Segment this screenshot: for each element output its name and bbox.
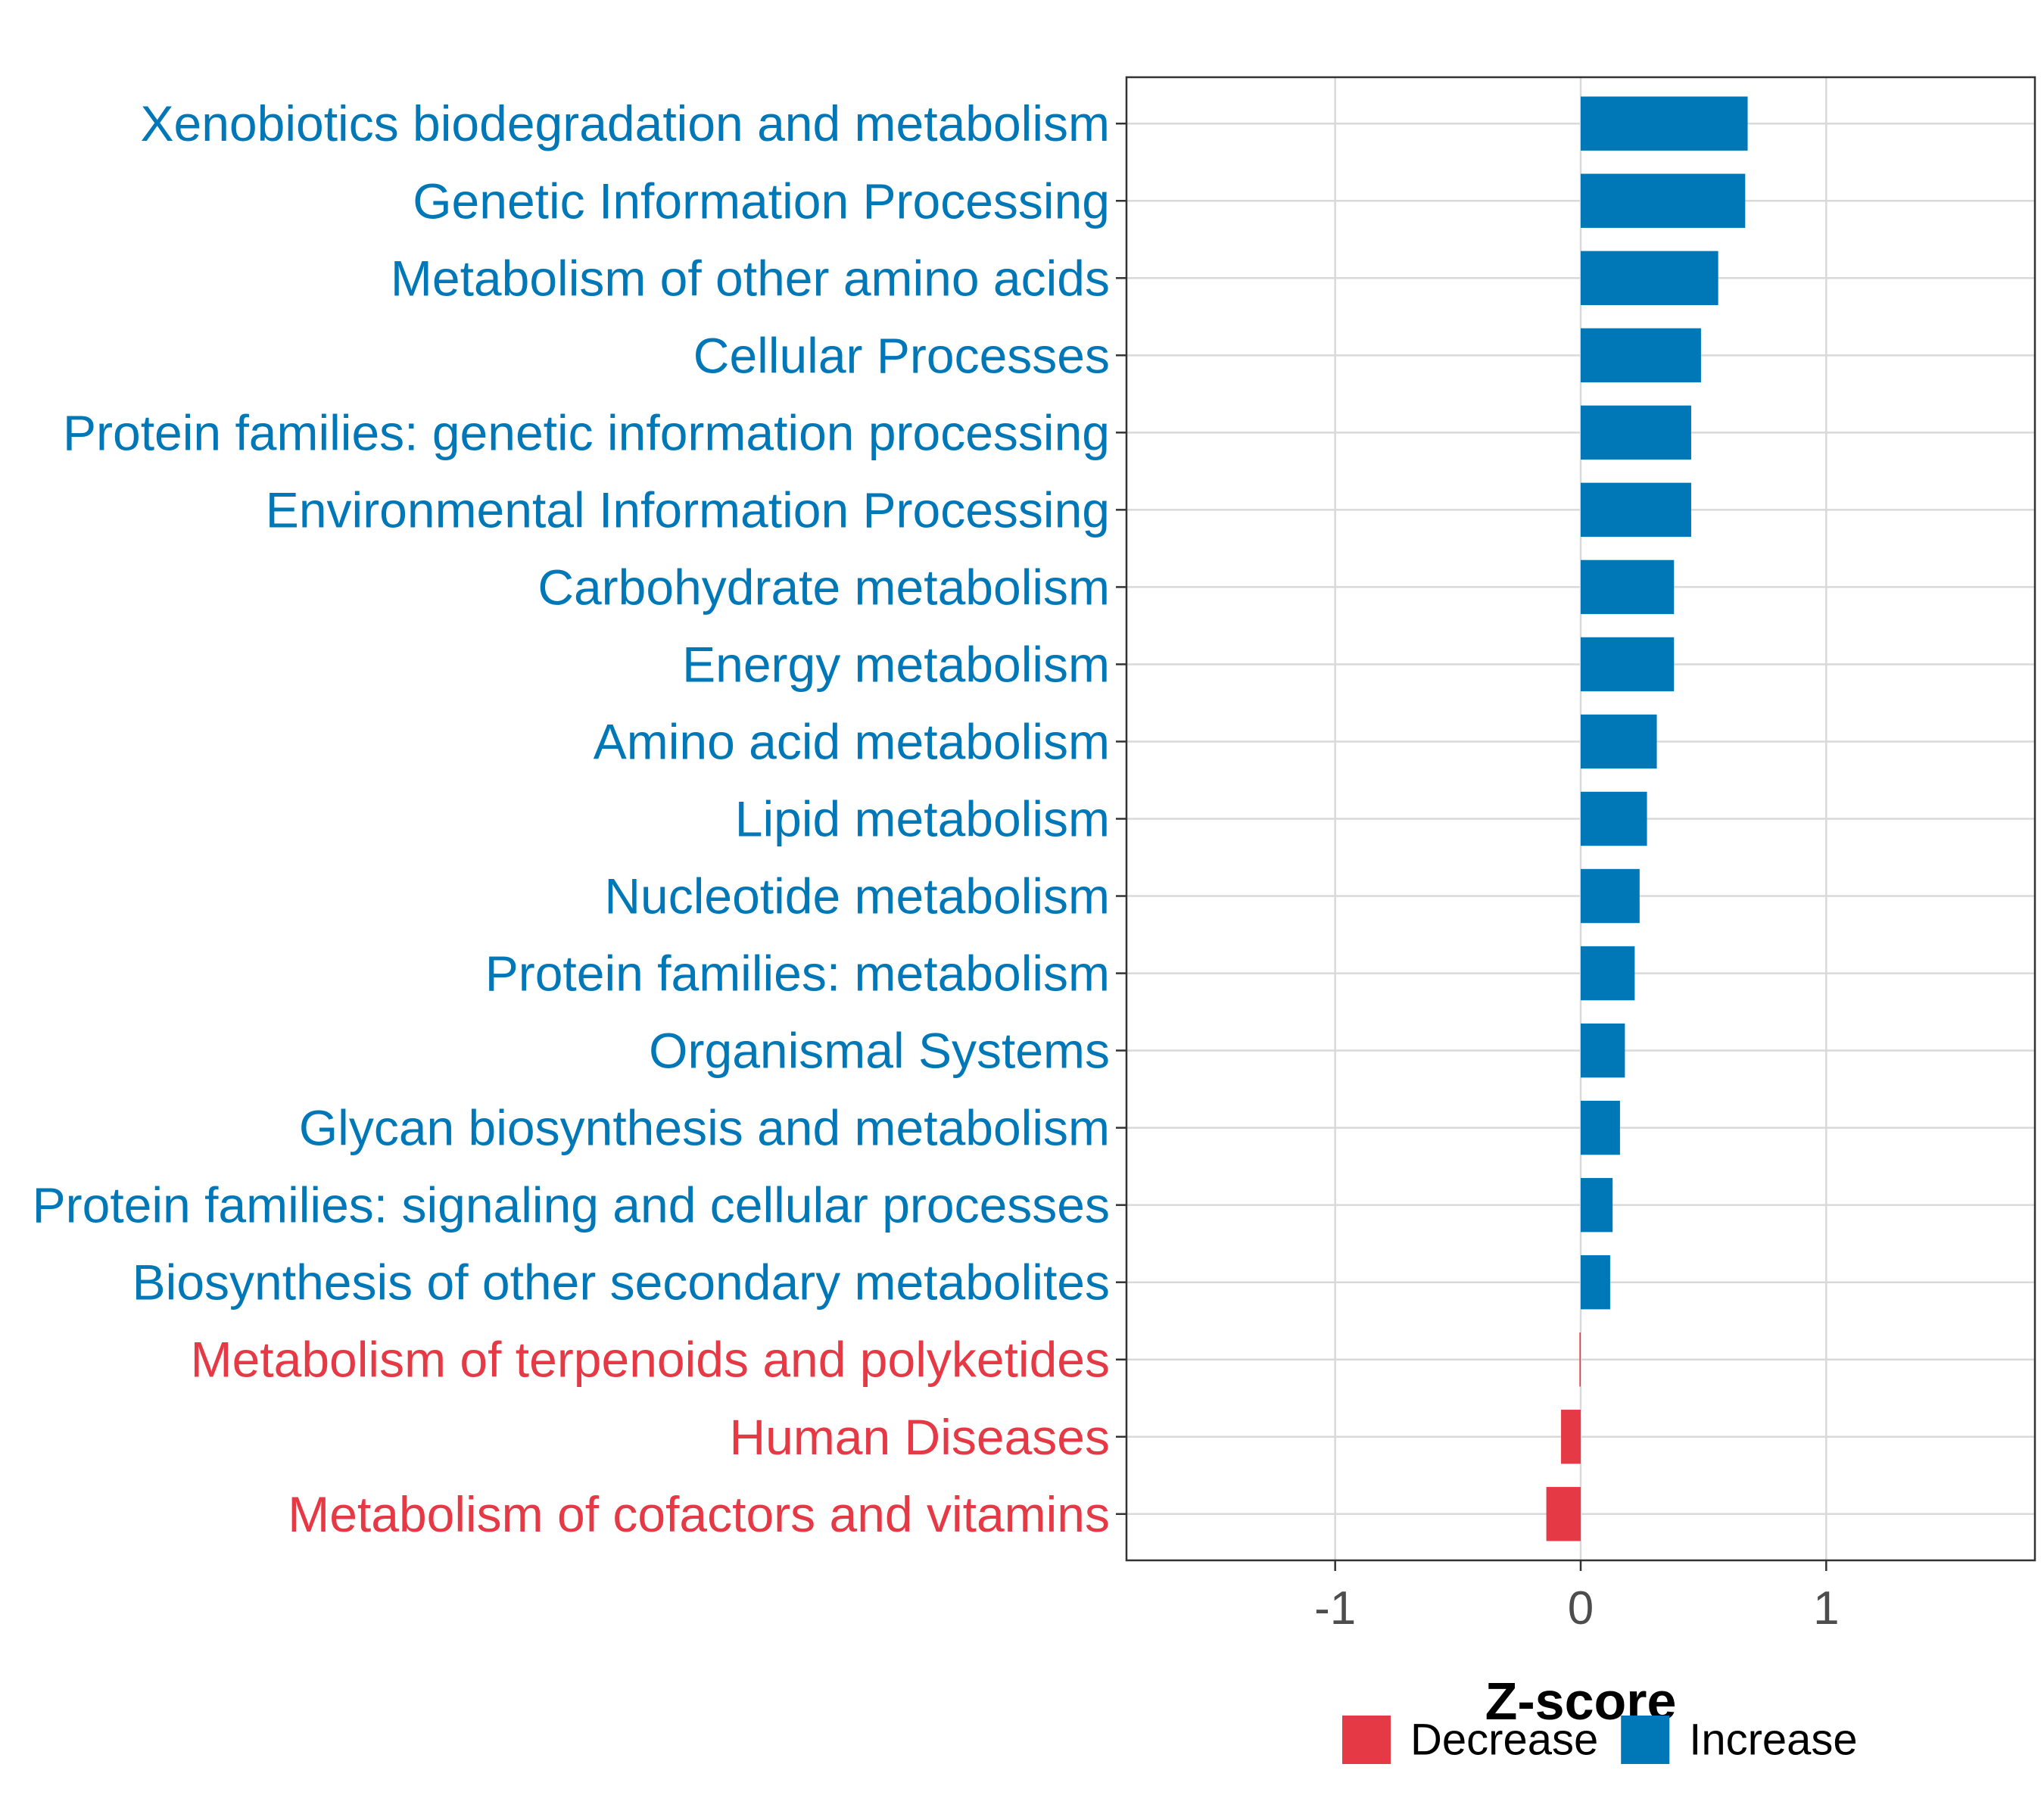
y-tick-label: Lipid metabolism	[735, 791, 1110, 847]
y-tick-label: Human Diseases	[729, 1409, 1110, 1465]
bar	[1579, 1332, 1581, 1387]
bars	[1546, 96, 1748, 1541]
y-tick-label: Xenobiotics biodegradation and metabolis…	[141, 95, 1111, 151]
bar	[1581, 714, 1657, 769]
y-tick-label: Carbohydrate metabolism	[537, 559, 1110, 615]
bar	[1561, 1410, 1581, 1464]
y-tick-label: Metabolism of other amino acids	[391, 250, 1110, 306]
y-tick-label: Cellular Processes	[693, 327, 1110, 383]
legend: Decrease Increase	[1342, 1716, 1858, 1765]
y-tick-label: Energy metabolism	[682, 636, 1110, 692]
y-tick-label: Organismal Systems	[649, 1023, 1110, 1079]
bar	[1581, 482, 1691, 538]
bar	[1581, 946, 1635, 1001]
y-tick-label: Protein families: genetic information pr…	[63, 404, 1110, 460]
x-tick-label: 0	[1568, 1582, 1594, 1635]
y-tick-label: Protein families: metabolism	[485, 946, 1110, 1002]
y-tick-label: Genetic Information Processing	[413, 173, 1110, 229]
legend-key	[1621, 1716, 1670, 1764]
y-axis-ticks: Xenobiotics biodegradation and metabolis…	[33, 95, 1126, 1542]
bar	[1581, 1254, 1610, 1310]
x-tick-label: 1	[1813, 1582, 1839, 1635]
bar	[1581, 328, 1701, 383]
y-tick-label: Environmental Information Processing	[266, 482, 1110, 538]
bar	[1581, 791, 1647, 846]
bar	[1581, 405, 1691, 460]
y-tick-label: Nucleotide metabolism	[604, 868, 1110, 924]
bar	[1546, 1487, 1581, 1541]
bar	[1581, 1100, 1620, 1155]
bar	[1581, 96, 1748, 151]
bar	[1581, 637, 1675, 692]
legend-label: Increase	[1689, 1716, 1857, 1765]
bar	[1581, 868, 1640, 924]
y-tick-label: Biosynthesis of other secondary metaboli…	[132, 1254, 1110, 1311]
x-tick-label: -1	[1314, 1582, 1356, 1635]
bar	[1581, 251, 1718, 305]
legend-key	[1342, 1716, 1391, 1764]
bar	[1581, 1023, 1625, 1078]
y-tick-label: Amino acid metabolism	[594, 713, 1110, 769]
bar	[1581, 173, 1746, 228]
bar	[1581, 559, 1675, 615]
x-axis-ticks: -1 0 1	[1314, 1560, 1840, 1635]
y-tick-label: Metabolism of terpenoids and polyketides	[191, 1332, 1110, 1388]
bar	[1581, 1177, 1613, 1233]
y-tick-label: Glycan biosynthesis and metabolism	[299, 1100, 1110, 1156]
legend-label: Decrease	[1410, 1716, 1598, 1765]
y-tick-label: Metabolism of cofactors and vitamins	[288, 1486, 1110, 1542]
y-tick-label: Protein families: signaling and cellular…	[33, 1177, 1110, 1233]
